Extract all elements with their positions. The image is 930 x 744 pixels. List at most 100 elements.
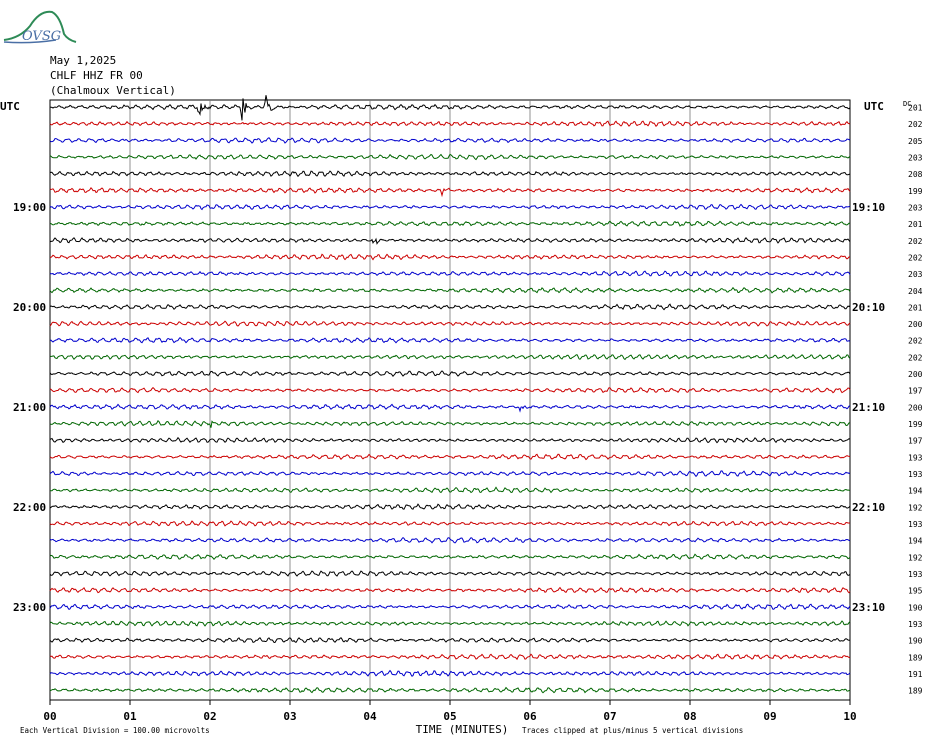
dc-offset-label: 192 [908,553,923,562]
footer-clip-note: Traces clipped at plus/minus 5 vertical … [522,726,743,735]
dc-offset-label: 202 [908,253,923,262]
dc-offset-label: 193 [908,453,923,462]
dc-offset-label: 193 [908,520,923,529]
dc-offset-label: 189 [908,653,923,662]
dc-offset-label: 197 [908,387,923,396]
left-time-label: 19:00 [13,201,46,214]
trace-line [49,586,851,594]
labels: 201 202 205 203 208 199 203 201 202 202 203 204 201 2… [0,100,923,736]
x-tick-label: 06 [523,710,537,723]
trace-line [49,486,851,494]
dc-offset-label: 201 [908,303,923,312]
left-axis-label: UTC [0,100,20,113]
trace-line [49,137,851,144]
trace-line [49,170,851,178]
dc-offset-label: 201 [908,104,923,113]
dc-offset-label: 199 [908,420,923,429]
trace-line [49,669,851,677]
x-tick-label: 08 [683,710,696,723]
trace-line [49,453,851,461]
trace-line [49,637,851,644]
dc-offset-label: 194 [908,487,923,496]
trace-line [49,403,851,413]
trace-line [49,470,851,478]
trace-line [49,537,851,544]
dc-offset-label: 189 [908,687,923,696]
dc-offset-label: 199 [908,187,923,196]
trace-line [49,186,851,198]
trace-line [49,153,851,161]
trace-line [49,337,851,344]
dc-offset-label: 193 [908,570,923,579]
x-tick-label: 03 [283,710,296,723]
dc-offset-label: 191 [908,670,923,679]
trace-line [49,95,851,121]
right-time-label: 19:10 [852,201,885,214]
x-tick-label: 02 [203,710,216,723]
dc-offset-label: 202 [908,337,923,346]
dc-offset-label: 208 [908,170,923,179]
trace-line [49,120,851,127]
trace-line [49,220,851,227]
trace-line [49,270,851,277]
left-time-label: 22:00 [13,501,46,514]
left-time-label: 20:00 [13,301,46,314]
header-location: (Chalmoux Vertical) [50,84,176,97]
right-axis-label: UTC [864,100,884,113]
trace-line [49,436,851,444]
dc-offset-label: 197 [908,437,923,446]
dc-offset-label: 202 [908,353,923,362]
trace-line [49,303,851,311]
dc-offset-label: 201 [908,220,923,229]
x-tick-label: 07 [603,710,616,723]
dc-offset-label: 194 [908,537,923,546]
dc-offset-label: 202 [908,237,923,246]
x-tick-label: 00 [43,710,56,723]
trace-line [49,503,851,510]
trace-line [49,286,851,294]
trace-line [49,354,851,361]
dc-offset-label: 205 [908,137,923,146]
right-time-label: 23:10 [852,601,885,614]
dc-offset-label: 202 [908,120,923,129]
dc-offset-label: 200 [908,320,923,329]
trace-line [49,553,851,561]
right-time-label: 20:10 [852,301,885,314]
trace-line [49,686,851,694]
right-time-label: 21:10 [852,401,885,414]
left-time-label: 21:00 [13,401,46,414]
x-tick-label: 05 [443,710,456,723]
dc-column-header: DC [903,100,911,108]
dc-offset-label: 193 [908,470,923,479]
dc-offset-label: 203 [908,270,923,279]
x-axis-label: TIME (MINUTES) [416,723,509,736]
trace-line [49,253,851,261]
trace-line [49,570,851,577]
trace-line [49,420,851,428]
trace-line [49,620,851,627]
dc-offset-label: 204 [908,287,923,296]
header-station: CHLF HHZ FR 00 [50,69,143,82]
dc-offset-label: 193 [908,620,923,629]
dc-offset-label: 200 [908,370,923,379]
dc-offset-label: 190 [908,603,923,612]
trace-line [49,653,851,661]
trace-line [49,520,851,527]
dc-offset-label: 203 [908,153,923,162]
trace-line [49,370,851,377]
x-tick-label: 01 [123,710,137,723]
dc-offset-label: 200 [908,403,923,412]
trace-line [49,603,851,611]
dc-offset-label: 203 [908,203,923,212]
traces [49,95,851,694]
dc-offset-label: 195 [908,587,923,596]
right-time-label: 22:10 [852,501,885,514]
grid [49,99,851,705]
dc-offset-label: 192 [908,503,923,512]
ovsg-logo: OVSG [3,10,77,44]
trace-line [49,237,851,245]
x-tick-label: 10 [843,710,856,723]
trace-line [49,203,851,211]
header-date: May 1,2025 [50,54,117,67]
trace-line [49,320,851,327]
